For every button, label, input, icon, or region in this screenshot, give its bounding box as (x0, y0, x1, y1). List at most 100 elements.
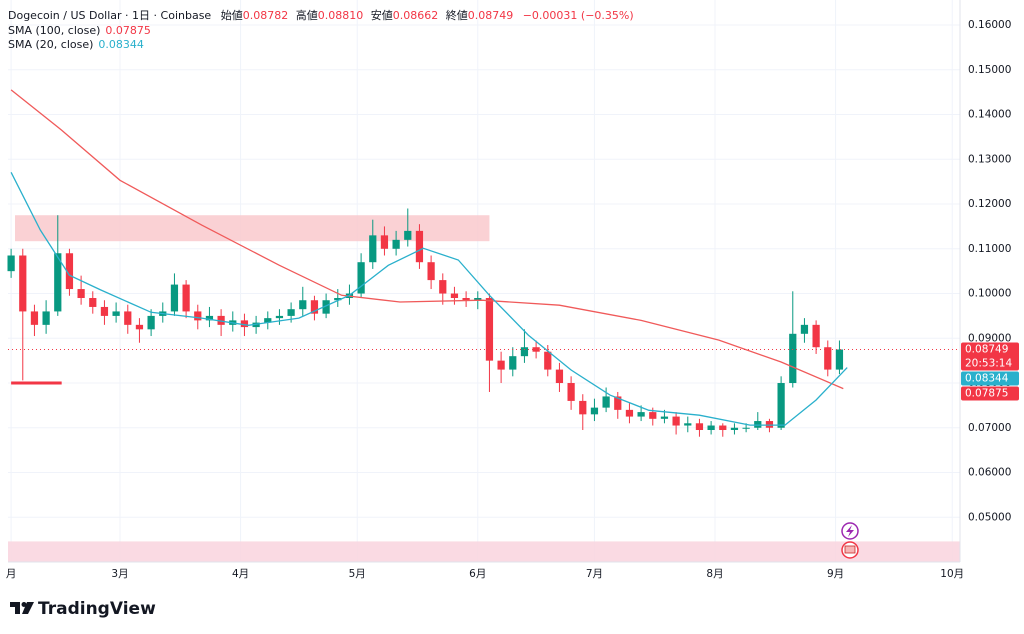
candle-body (765, 421, 774, 428)
y-tick-label: 0.06000 (968, 467, 1011, 479)
x-tick-label: 月 (6, 568, 17, 580)
candle-body (789, 333, 797, 384)
legend-value: 0.07875 (105, 24, 151, 37)
candle-body (590, 407, 599, 415)
candle-body (754, 421, 762, 428)
y-tick-label: 0.09000 (968, 332, 1011, 344)
price-tag-label: 0.08749 (965, 344, 1008, 356)
candle-body (579, 400, 587, 415)
price-tag (961, 386, 1019, 401)
candle-body (415, 230, 424, 263)
event-icons (841, 522, 859, 559)
candle-body (112, 311, 120, 316)
y-tick-label: 0.13000 (968, 153, 1011, 165)
ohlc-value: 0.08749 (468, 9, 514, 22)
candle-body (660, 416, 669, 419)
candle-body (742, 427, 750, 429)
ohlc-label: 安値 (371, 9, 393, 22)
price-tag-label: 0.07875 (965, 388, 1008, 400)
sma-line (10, 172, 848, 426)
candle-body (555, 369, 564, 384)
candle-body (474, 298, 482, 301)
sma-line (10, 89, 844, 390)
price-tag-label: 20:53:14 (965, 358, 1012, 370)
x-tick-label: 9月 (827, 568, 844, 580)
price-tag (961, 342, 1019, 371)
ohlc-value: 0.08810 (318, 9, 364, 22)
candle-body (777, 383, 785, 428)
candle-body (684, 423, 692, 426)
brand-logo (21, 602, 27, 607)
candle-body (322, 300, 330, 314)
y-tick-label: 0.12000 (968, 198, 1011, 210)
candle-body (404, 230, 412, 240)
price-tag (961, 371, 1019, 386)
candle-body (42, 311, 50, 325)
candle-body (730, 427, 739, 431)
x-tick-label: 10月 (940, 568, 964, 580)
y-tick-label: 0.16000 (968, 19, 1011, 31)
candle-body (77, 289, 85, 299)
legend-entry: SMA (20, close) 0.08344 (8, 38, 144, 51)
ohlc-label: 高値 (296, 8, 318, 22)
candle-body (89, 298, 97, 307)
legend-name: SMA (20, close) (8, 38, 93, 51)
candle-body (485, 298, 494, 361)
brand-name: TradingView (38, 599, 156, 619)
candle-body (497, 360, 505, 370)
candle-body (357, 262, 365, 294)
header: Dogecoin / US Dollar · 1日 · Coinbase 始値 0… (8, 8, 634, 22)
change: −0.00031 (−0.35%) (523, 9, 634, 22)
x-tick-label: 4月 (232, 568, 249, 580)
candle-body (392, 239, 400, 249)
candle-body (170, 284, 179, 312)
y-tick-label: 0.10000 (968, 288, 1011, 300)
event-icon (844, 545, 856, 554)
candle-body (462, 298, 470, 301)
legend-value: 0.08344 (98, 38, 144, 51)
candle-body (194, 311, 202, 321)
candle-body (100, 306, 109, 316)
brand-logo (10, 602, 20, 614)
candle-body (625, 409, 634, 417)
brand: TradingView (10, 599, 156, 619)
candle-body (427, 262, 435, 281)
candle-body (835, 349, 844, 370)
y-tick-label: 0.11000 (968, 243, 1011, 255)
candle-body (275, 315, 284, 319)
ohlc-value: 0.08662 (393, 9, 439, 22)
candle-body (380, 235, 389, 249)
candle-body (124, 311, 132, 325)
candle-body (520, 347, 529, 357)
x-tick-label: 3月 (111, 568, 128, 580)
ohlc-label: 終値 (446, 9, 468, 22)
symbol: Dogecoin / US Dollar · 1日 · Coinbase (8, 9, 211, 22)
legend-name: SMA (100, close) (8, 24, 100, 37)
candle-body (812, 324, 820, 348)
y-tick-label: 0.05000 (968, 511, 1011, 523)
x-tick-label: 8月 (706, 568, 723, 580)
zone (8, 541, 960, 562)
plot (7, 89, 960, 437)
candle-body (19, 255, 27, 312)
candle-body (205, 315, 214, 321)
candle-body (824, 347, 832, 370)
x-tick-label: 7月 (586, 568, 603, 580)
x-tick-label: 5月 (349, 568, 366, 580)
candle-body (147, 315, 155, 330)
candle-body (287, 309, 295, 316)
candle-body (369, 235, 377, 263)
axes: 0.050000.060000.070000.080000.090000.100… (6, 19, 1019, 580)
legend-entry: SMA (100, close) 0.07875 (8, 24, 151, 37)
zones (8, 215, 960, 562)
candle-body (65, 253, 74, 290)
grid (8, 0, 960, 562)
candle-body (310, 300, 319, 314)
x-tick-label: 6月 (469, 568, 486, 580)
candle-body (695, 423, 704, 431)
candle-body (544, 351, 552, 370)
candle-body (264, 318, 272, 323)
ohlc-label: 始値 (221, 8, 243, 22)
candle-body (602, 396, 610, 408)
